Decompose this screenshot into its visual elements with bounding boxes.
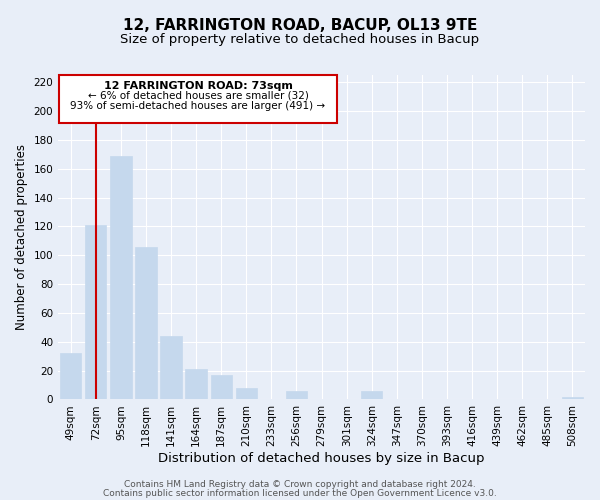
Text: Contains public sector information licensed under the Open Government Licence v3: Contains public sector information licen… <box>103 489 497 498</box>
Bar <box>185 369 207 400</box>
Bar <box>60 354 82 400</box>
Y-axis label: Number of detached properties: Number of detached properties <box>15 144 28 330</box>
Text: Size of property relative to detached houses in Bacup: Size of property relative to detached ho… <box>121 32 479 46</box>
Bar <box>562 396 583 400</box>
Text: ← 6% of detached houses are smaller (32): ← 6% of detached houses are smaller (32) <box>88 91 308 101</box>
Bar <box>85 225 106 400</box>
Text: 12, FARRINGTON ROAD, BACUP, OL13 9TE: 12, FARRINGTON ROAD, BACUP, OL13 9TE <box>123 18 477 32</box>
Bar <box>136 246 157 400</box>
Bar <box>286 391 307 400</box>
Text: 12 FARRINGTON ROAD: 73sqm: 12 FARRINGTON ROAD: 73sqm <box>104 81 292 91</box>
Bar <box>211 375 232 400</box>
Bar <box>110 156 131 400</box>
X-axis label: Distribution of detached houses by size in Bacup: Distribution of detached houses by size … <box>158 452 485 465</box>
Bar <box>236 388 257 400</box>
Bar <box>361 391 382 400</box>
Bar <box>160 336 182 400</box>
FancyBboxPatch shape <box>59 75 337 122</box>
Text: 93% of semi-detached houses are larger (491) →: 93% of semi-detached houses are larger (… <box>70 101 326 111</box>
Text: Contains HM Land Registry data © Crown copyright and database right 2024.: Contains HM Land Registry data © Crown c… <box>124 480 476 489</box>
